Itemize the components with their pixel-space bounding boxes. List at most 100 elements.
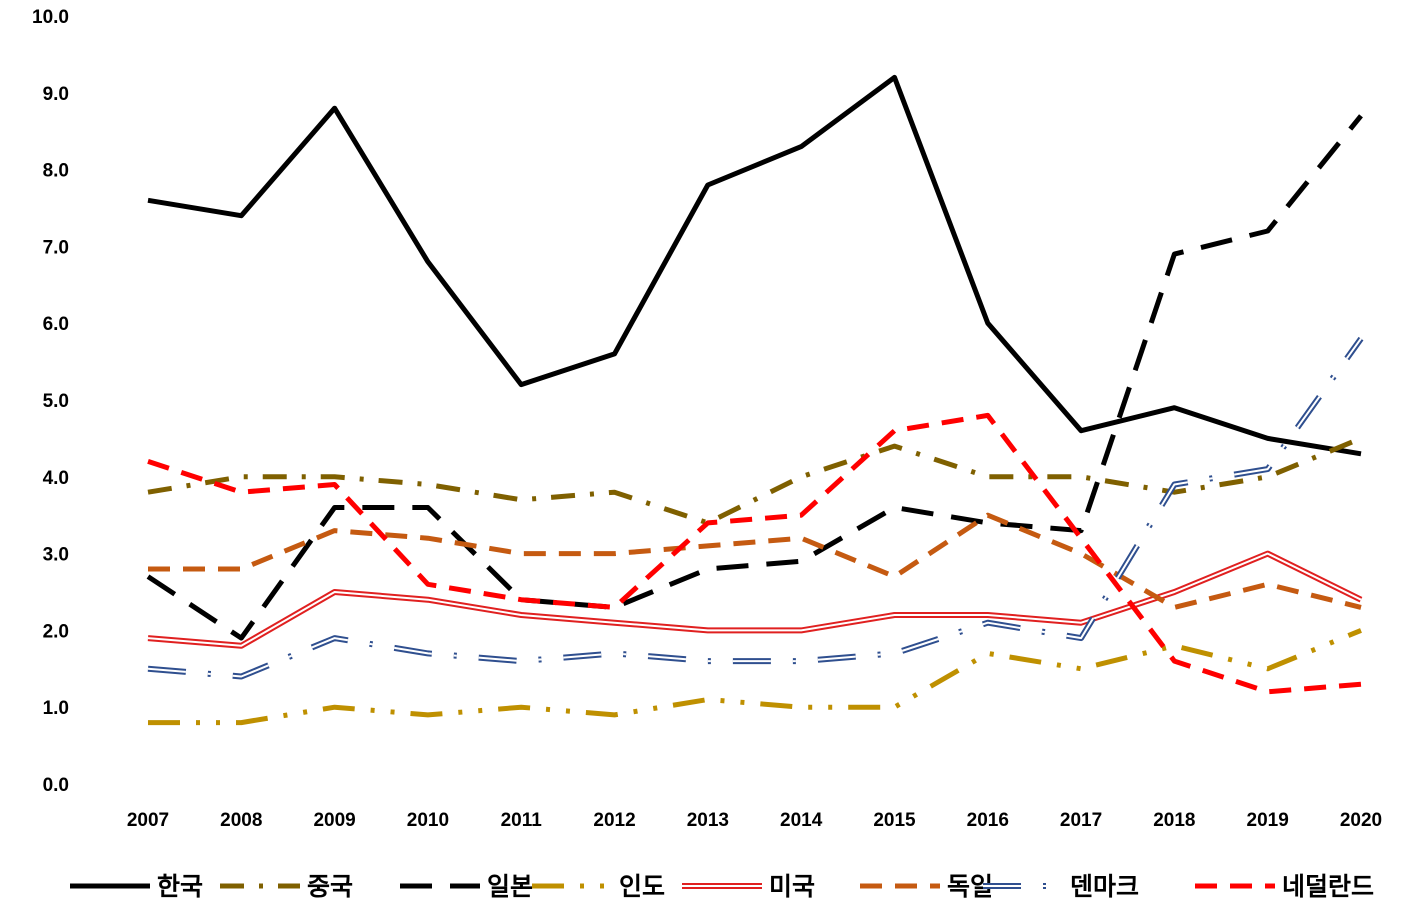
x-tick-label: 2012 [593,810,635,831]
legend-label: 인도 [619,872,665,901]
data-point [519,705,523,709]
data-point [1079,536,1083,540]
data-point [1266,467,1270,471]
data-point [1079,552,1083,556]
data-point [146,459,150,463]
data-point [146,636,150,640]
data-point [986,521,990,525]
x-tick-label: 2008 [220,810,262,831]
data-point [1172,406,1176,410]
legend-item: 인도 [532,872,665,901]
x-tick-label: 2007 [127,810,169,831]
data-point [986,475,990,479]
data-point [146,667,150,671]
data-point [146,490,150,494]
x-tick-label: 2011 [501,810,543,831]
x-tick-label: 2010 [407,810,449,831]
data-point [1266,552,1270,556]
data-point [1266,475,1270,479]
data-point [1172,605,1176,609]
data-point [799,513,803,517]
y-tick-label: 7.0 [43,237,69,258]
legend-item: 일본 [400,872,533,901]
data-point [893,651,897,655]
data-point [706,521,710,525]
series-line-5 [146,550,1363,649]
data-point [146,567,150,571]
data-point [333,529,337,533]
data-point [519,552,523,556]
x-tick-label: 2014 [780,810,823,831]
data-point [426,536,430,540]
series-line-8 [146,412,1362,695]
y-tick-label: 1.0 [43,698,69,719]
data-point [706,659,710,663]
data-point [1266,667,1270,671]
data-point [1266,582,1270,586]
data-point [1359,605,1363,609]
data-point [1079,429,1083,433]
y-tick-label: 3.0 [43,545,69,566]
data-point [333,636,337,640]
data-point [426,506,430,510]
data-point [613,490,617,494]
data-point [426,713,430,717]
data-point [1359,114,1363,118]
data-point [986,613,990,617]
data-point [893,444,897,448]
data-point [333,705,337,709]
legend-label: 일본 [487,872,533,901]
data-point [426,598,430,602]
series-line-6 [146,512,1363,610]
data-point [146,575,150,579]
data-point [706,698,710,702]
y-tick-label: 5.0 [43,391,69,412]
y-tick-label: 8.0 [43,161,69,182]
data-point [893,506,897,510]
legend-item: 덴마크 [983,872,1139,901]
data-point [706,544,710,548]
data-point [146,198,150,202]
x-tick-label: 2018 [1153,810,1195,831]
data-point [893,575,897,579]
data-point [239,636,243,640]
data-point [426,260,430,264]
y-tick-label: 4.0 [43,468,69,489]
data-point [613,713,617,717]
data-point [519,659,523,663]
series-lines [146,74,1364,726]
data-point [239,475,243,479]
data-point [239,214,243,218]
legend-item: 미국 [682,872,815,901]
data-point [239,490,243,494]
data-point [799,628,803,632]
data-point [613,621,617,625]
legend-item: 네덜란드 [1195,872,1374,901]
data-point [519,598,523,602]
x-tick-label: 2016 [967,810,1009,831]
series-line-1 [146,74,1362,457]
data-point [239,644,243,648]
data-point [799,536,803,540]
data-point [1266,229,1270,233]
data-point [426,483,430,487]
data-point [1079,667,1083,671]
data-point [893,429,897,433]
legend-label: 미국 [769,872,815,901]
y-tick-label: 6.0 [43,314,69,335]
legend: 한국 중국 일본 인도 미국 독일 덴마크 네덜란드 [70,872,1374,901]
data-point [426,582,430,586]
data-point [986,413,990,417]
x-tick-label: 2015 [873,810,916,831]
data-point [1079,621,1083,625]
data-point [986,513,990,517]
data-point [426,651,430,655]
y-tick-label: 0.0 [43,775,69,796]
x-axis-ticks: 2007 2008 2009 2010 2011 2012 2013 2014 2015 2016… [127,810,1382,831]
data-point [333,475,337,479]
data-point [1359,598,1363,602]
data-point [799,705,803,709]
data-point [1172,252,1176,256]
y-tick-label: 2.0 [43,621,69,642]
